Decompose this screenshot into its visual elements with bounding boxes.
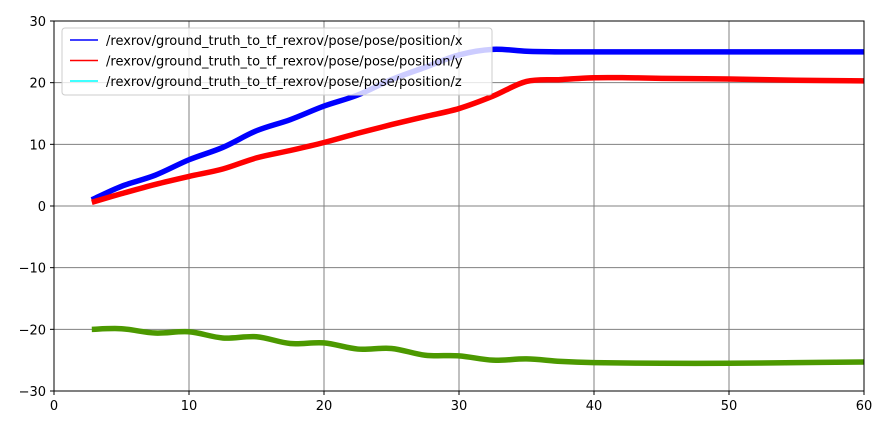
series-z-line bbox=[91, 325, 865, 367]
x-tick-label: 10 bbox=[181, 399, 198, 414]
x-tick-label: 60 bbox=[856, 399, 873, 414]
y-tick-label: −30 bbox=[19, 385, 46, 400]
x-tick-label: 20 bbox=[316, 399, 333, 414]
x-tick-label: 30 bbox=[451, 399, 468, 414]
y-tick-label: 10 bbox=[29, 138, 46, 153]
y-tick-label: −20 bbox=[19, 323, 46, 338]
x-tick-label: 0 bbox=[50, 399, 58, 414]
axis-ticks: 0 10 20 30 40 50 60 −30 −20 −10 0 10 20 30 bbox=[19, 15, 873, 414]
legend-box bbox=[61, 27, 493, 96]
legend-label: /rexrov/ground_truth_to_tf_rexrov/pose/p… bbox=[106, 55, 463, 70]
legend-label: /rexrov/ground_truth_to_tf_rexrov/pose/p… bbox=[106, 75, 462, 90]
y-tick-label: 0 bbox=[38, 200, 46, 215]
series-y-line bbox=[91, 74, 865, 205]
y-tick-label: 20 bbox=[29, 77, 46, 92]
y-tick-label: −10 bbox=[19, 262, 46, 277]
y-tick-label: 30 bbox=[29, 15, 46, 30]
legend-label: /rexrov/ground_truth_to_tf_rexrov/pose/p… bbox=[106, 34, 463, 49]
x-tick-label: 50 bbox=[721, 399, 738, 414]
legend: /rexrov/ground_truth_to_tf_rexrov/pose/p… bbox=[61, 27, 493, 96]
x-tick-label: 40 bbox=[586, 399, 603, 414]
